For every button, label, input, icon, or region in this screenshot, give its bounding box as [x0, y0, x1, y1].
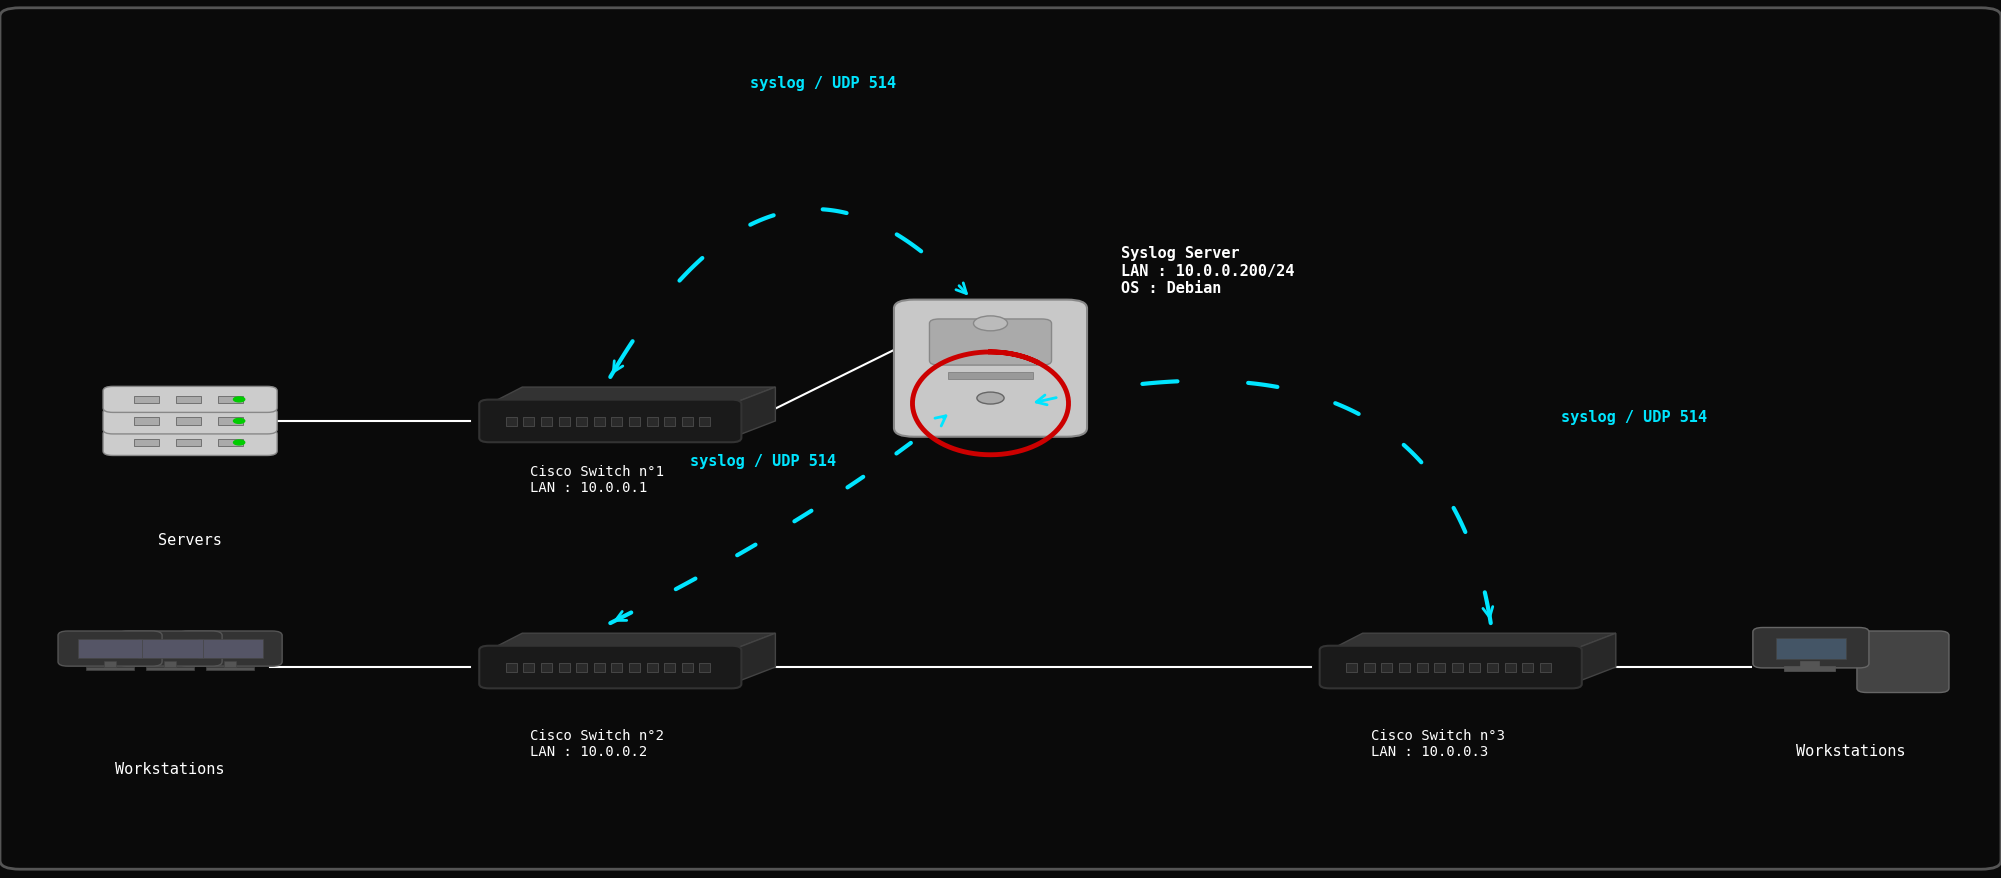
Bar — [164, 661, 176, 667]
Bar — [1783, 666, 1835, 672]
Circle shape — [234, 441, 244, 445]
Bar — [218, 439, 244, 447]
Bar — [1541, 664, 1551, 673]
Circle shape — [234, 398, 244, 402]
FancyBboxPatch shape — [178, 631, 282, 666]
Bar — [78, 639, 142, 658]
Bar — [1505, 664, 1515, 673]
Text: Cisco Switch n°1
LAN : 10.0.0.1: Cisco Switch n°1 LAN : 10.0.0.1 — [530, 464, 664, 494]
Bar — [1417, 664, 1427, 673]
FancyBboxPatch shape — [58, 631, 162, 666]
Bar — [664, 664, 674, 673]
Bar — [524, 664, 534, 673]
FancyBboxPatch shape — [478, 646, 740, 688]
Bar — [540, 664, 552, 673]
Bar — [594, 664, 604, 673]
Text: Syslog Server
LAN : 10.0.0.200/24
OS : Debian: Syslog Server LAN : 10.0.0.200/24 OS : D… — [1121, 246, 1295, 296]
Bar — [1487, 664, 1499, 673]
Bar — [138, 639, 202, 658]
Bar — [576, 418, 586, 426]
Text: syslog / UDP 514: syslog / UDP 514 — [690, 453, 836, 468]
Bar — [1469, 664, 1481, 673]
Bar — [1453, 664, 1463, 673]
Bar — [1381, 664, 1393, 673]
Bar — [134, 418, 160, 425]
Bar — [682, 418, 692, 426]
Polygon shape — [732, 388, 776, 438]
Bar — [524, 418, 534, 426]
Text: Cisco Switch n°3
LAN : 10.0.0.3: Cisco Switch n°3 LAN : 10.0.0.3 — [1371, 728, 1505, 758]
FancyBboxPatch shape — [0, 9, 2001, 869]
FancyBboxPatch shape — [1857, 631, 1949, 693]
FancyBboxPatch shape — [894, 300, 1087, 437]
Bar — [700, 418, 710, 426]
Bar — [558, 664, 570, 673]
FancyBboxPatch shape — [102, 430, 276, 456]
Bar — [1399, 664, 1411, 673]
Bar — [224, 661, 236, 667]
Circle shape — [234, 419, 244, 424]
Bar — [628, 418, 640, 426]
Bar — [506, 664, 516, 673]
Bar — [646, 418, 658, 426]
Bar — [1523, 664, 1533, 673]
Bar — [1775, 637, 1847, 658]
Text: syslog / UDP 514: syslog / UDP 514 — [1561, 409, 1707, 424]
Bar — [86, 666, 134, 670]
FancyBboxPatch shape — [102, 387, 276, 413]
Bar — [612, 664, 622, 673]
Bar — [134, 439, 160, 447]
Bar — [104, 661, 116, 667]
Text: syslog / UDP 514: syslog / UDP 514 — [750, 76, 896, 90]
FancyBboxPatch shape — [1321, 646, 1581, 688]
Bar — [682, 664, 692, 673]
Circle shape — [976, 392, 1005, 405]
Bar — [540, 418, 552, 426]
Bar — [218, 418, 244, 425]
Polygon shape — [488, 388, 776, 405]
FancyBboxPatch shape — [1753, 628, 1869, 668]
Bar — [646, 664, 658, 673]
Polygon shape — [1573, 634, 1615, 684]
Bar — [558, 418, 570, 426]
Bar — [700, 664, 710, 673]
Bar — [206, 666, 254, 670]
Bar — [1365, 664, 1375, 673]
Bar — [176, 439, 202, 447]
Text: Cisco Switch n°2
LAN : 10.0.0.2: Cisco Switch n°2 LAN : 10.0.0.2 — [530, 728, 664, 758]
Polygon shape — [732, 634, 776, 684]
Text: Workstations: Workstations — [1797, 743, 1905, 758]
Bar — [664, 418, 674, 426]
Text: Workstations: Workstations — [116, 760, 224, 775]
Circle shape — [972, 317, 1007, 332]
Bar — [218, 396, 244, 404]
Bar — [628, 664, 640, 673]
Bar — [594, 418, 604, 426]
Bar — [506, 418, 516, 426]
FancyBboxPatch shape — [102, 408, 276, 435]
FancyBboxPatch shape — [118, 631, 222, 666]
FancyBboxPatch shape — [478, 400, 740, 443]
Bar — [1435, 664, 1445, 673]
Bar — [134, 396, 160, 404]
Bar — [1347, 664, 1357, 673]
Bar — [576, 664, 586, 673]
Polygon shape — [1329, 634, 1615, 651]
Bar — [198, 639, 262, 658]
Bar — [176, 396, 202, 404]
Polygon shape — [488, 634, 776, 651]
Bar — [176, 418, 202, 425]
Bar — [1799, 662, 1819, 667]
FancyBboxPatch shape — [928, 320, 1053, 366]
Bar — [612, 418, 622, 426]
Bar — [948, 372, 1033, 380]
Text: Servers: Servers — [158, 532, 222, 547]
Bar — [146, 666, 194, 670]
